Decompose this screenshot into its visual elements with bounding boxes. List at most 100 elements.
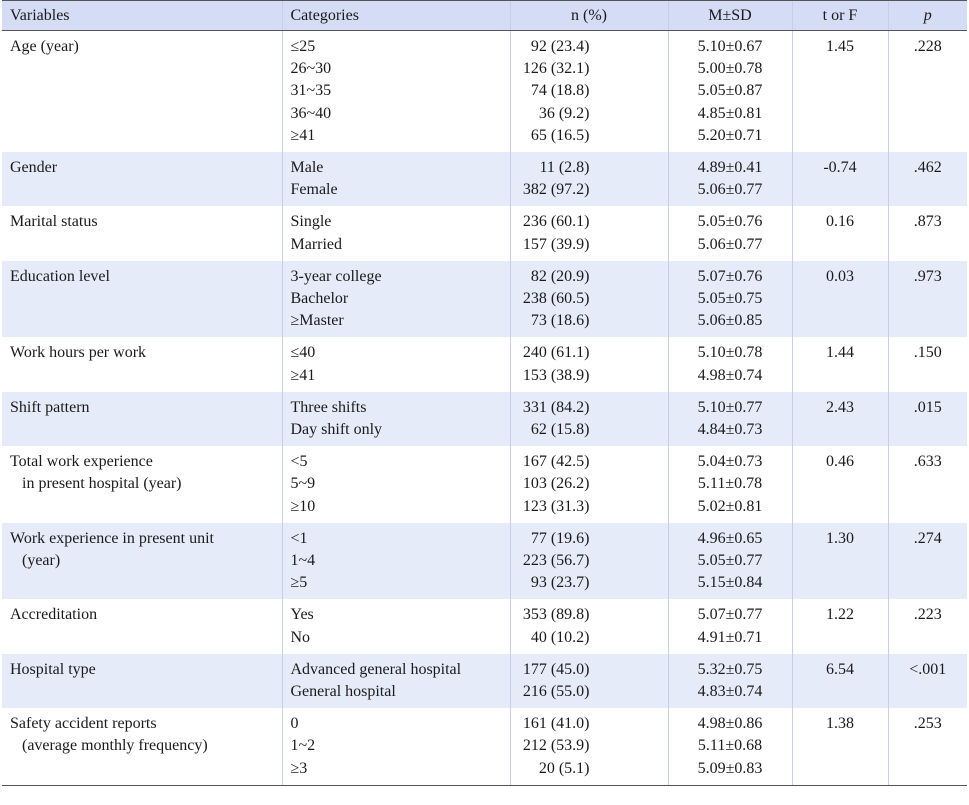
- categories-cell: Advanced general hospital General hospita…: [281, 653, 510, 709]
- header-categories: Categories: [281, 0, 510, 31]
- header-row: Variables Categories n (%) M±SD t or F p: [2, 0, 967, 31]
- t-or-f-cell-value: 0.03: [826, 267, 854, 285]
- categories-cell-line: 1~4: [290, 552, 316, 570]
- mean-sd-cell-line: 5.11±0.78: [697, 475, 763, 493]
- categories-cell-line: 5~9: [290, 475, 316, 493]
- mean-sd-cell-line: 5.10±0.67: [697, 38, 763, 55]
- n-percent-cell-line: 74 (18.8): [530, 82, 590, 100]
- categories-cell-line: Three shifts: [290, 398, 367, 416]
- mean-sd-cell: 4.89±0.41 5.06±0.77: [667, 152, 792, 207]
- t-or-f-cell-value: 0.16: [826, 213, 854, 231]
- t-or-f-cell-value: -0.74: [823, 159, 857, 177]
- variable-cell-line: Gender: [10, 159, 58, 177]
- variable-cell-line: Marital status: [10, 213, 98, 231]
- header-t-or-f: t or F: [791, 0, 888, 31]
- mean-sd-cell: 5.10±0.77 4.84±0.73: [667, 391, 792, 447]
- categories-cell-line: ≥5: [290, 574, 308, 592]
- mean-sd-cell-line: 5.09±0.83: [697, 759, 763, 777]
- variable-cell-line: Work hours per work: [10, 344, 147, 362]
- n-percent-cell: 240 (61.1) 153 (38.9): [509, 337, 668, 392]
- table-row: Age (year) ≤25 26~30 31~35 36~40 ≥41 92 (23.4)…: [2, 30, 967, 153]
- mean-sd-cell: 5.32±0.75 4.83±0.74: [667, 653, 792, 709]
- categories-cell: Single Married: [281, 206, 510, 261]
- n-percent-cell-line: 177 (45.0): [522, 660, 590, 678]
- categories-cell-line: Female: [290, 181, 338, 199]
- categories-cell: <1 1~4 ≥5: [281, 522, 510, 600]
- header-p: p: [887, 0, 967, 31]
- categories-cell: <5 5~9 ≥10: [281, 446, 510, 523]
- n-percent-cell-line: 123 (31.3): [522, 497, 590, 515]
- categories-cell: Three shifts Day shift only: [281, 391, 510, 447]
- p-value-cell-value: .873: [913, 213, 942, 231]
- mean-sd-cell-line: 4.89±0.41: [697, 159, 763, 177]
- p-value-cell-value: .633: [913, 453, 942, 471]
- mean-sd-cell-line: 4.91±0.71: [697, 628, 763, 646]
- n-percent-cell-line: 82 (20.9): [530, 267, 590, 285]
- variable-cell: Total work experience in present hospital…: [2, 446, 282, 523]
- mean-sd-cell: 5.10±0.67 5.00±0.78 5.05±0.87 4.85±0.81 5.20…: [667, 30, 792, 153]
- categories-cell-line: Yes: [290, 606, 314, 624]
- mean-sd-cell-line: 5.05±0.76: [697, 213, 763, 231]
- n-percent-cell: 236 (60.1) 157 (39.9): [509, 206, 668, 261]
- categories-cell-line: ≥3: [290, 759, 308, 777]
- variable-cell: Gender: [2, 152, 282, 207]
- n-percent-cell: 353 (89.8) 40 (10.2): [509, 599, 668, 654]
- mean-sd-cell-line: 5.04±0.73: [697, 453, 763, 471]
- mean-sd-cell-line: 5.06±0.85: [697, 312, 763, 330]
- variable-cell-line: Shift pattern: [10, 398, 90, 416]
- n-percent-cell-line: 167 (42.5): [522, 453, 590, 471]
- n-percent-cell: 82 (20.9) 238 (60.5) 73 (18.6): [509, 260, 668, 338]
- header-mean-sd: M±SD: [667, 0, 792, 31]
- p-value-cell: .274: [887, 522, 967, 600]
- n-percent-cell-line: 103 (26.2): [522, 475, 590, 493]
- n-percent-cell-line: 126 (32.1): [522, 60, 590, 78]
- mean-sd-cell-line: 4.98±0.86: [697, 715, 763, 733]
- p-value-cell-value: <.001: [909, 660, 947, 678]
- n-percent-cell-line: 93 (23.7): [530, 574, 590, 592]
- n-percent-cell-line: 223 (56.7): [522, 552, 590, 570]
- n-percent-cell-line: 240 (61.1): [522, 344, 590, 362]
- table-row: Work hours per work ≤40 ≥41 240 (61.1) 153 (…: [2, 337, 967, 392]
- categories-cell-line: 1~2: [290, 737, 316, 755]
- table-row: Total work experience in present hospital…: [2, 446, 967, 523]
- mean-sd-cell-line: 5.06±0.77: [697, 235, 763, 253]
- t-or-f-cell: 6.54: [791, 653, 888, 709]
- n-percent-cell-line: 36 (9.2): [538, 104, 590, 122]
- variable-cell: Shift pattern: [2, 391, 282, 447]
- n-percent-cell-line: 238 (60.5): [522, 290, 590, 308]
- n-percent-cell: 331 (84.2) 62 (15.8): [509, 391, 668, 447]
- p-value-cell-value: .253: [913, 715, 942, 733]
- mean-sd-cell: 5.04±0.73 5.11±0.78 5.02±0.81: [667, 446, 792, 523]
- n-percent-cell-line: 157 (39.9): [522, 235, 590, 253]
- p-value-cell: .015: [887, 391, 967, 447]
- categories-cell: Male Female: [281, 152, 510, 207]
- variable-cell-line: Safety accident reports: [10, 715, 157, 733]
- categories-cell-line: ≤25: [290, 38, 316, 55]
- categories-cell-line: ≤40: [290, 344, 316, 362]
- categories-cell-line: ≥10: [290, 497, 316, 515]
- n-percent-cell-line: 161 (41.0): [522, 715, 590, 733]
- categories-cell-line: Male: [290, 159, 324, 177]
- mean-sd-cell-line: 5.07±0.76: [697, 267, 763, 285]
- mean-sd-cell: 5.10±0.78 4.98±0.74: [667, 337, 792, 392]
- n-percent-cell-line: 236 (60.1): [522, 213, 590, 231]
- n-percent-cell-line: 212 (53.9): [522, 737, 590, 755]
- categories-cell-line: <1: [290, 529, 308, 547]
- mean-sd-cell: 5.07±0.77 4.91±0.71: [667, 599, 792, 654]
- categories-cell-line: ≥Master: [290, 312, 344, 330]
- n-percent-cell-line: 382 (97.2): [522, 181, 590, 199]
- mean-sd-cell-line: 5.32±0.75: [697, 660, 763, 678]
- categories-cell-line: Advanced general hospital: [290, 660, 462, 678]
- header-n-percent: n (%): [509, 0, 668, 31]
- variable-cell-line: Accreditation: [10, 606, 98, 624]
- variable-cell-line: Age (year): [10, 38, 79, 55]
- categories-cell-line: No: [290, 628, 311, 646]
- variable-cell-line: in present hospital (year): [22, 475, 182, 493]
- mean-sd-cell-line: 5.06±0.77: [697, 181, 763, 199]
- variable-cell-line: Education level: [10, 267, 110, 285]
- variable-cell-line: (average monthly frequency): [22, 737, 208, 755]
- n-percent-cell: 77 (19.6) 223 (56.7) 93 (23.7): [509, 522, 668, 600]
- t-or-f-cell: 1.30: [791, 522, 888, 600]
- categories-cell: ≤40 ≥41: [281, 337, 510, 392]
- t-or-f-cell: -0.74: [791, 152, 888, 207]
